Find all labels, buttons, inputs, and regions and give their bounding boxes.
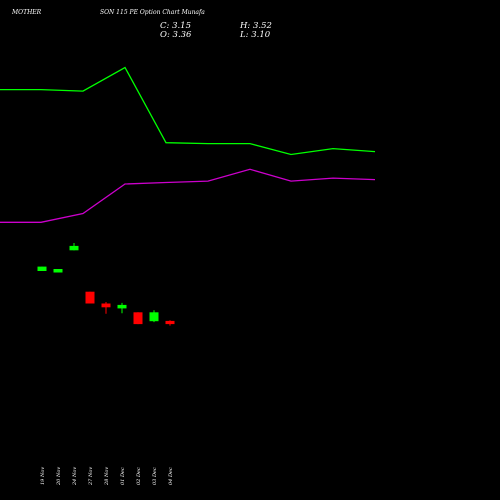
- date-label: 01 Dec: [120, 467, 126, 485]
- open-readout: O: 3.36: [160, 30, 192, 40]
- indicator-line-1: [0, 66, 376, 156]
- candle: [117, 302, 127, 314]
- candle: [133, 312, 143, 325]
- date-label: 28 Nov: [104, 467, 110, 486]
- date-label: 20 Nov: [56, 467, 62, 486]
- candle: [149, 310, 159, 323]
- candle-body: [53, 269, 63, 273]
- close-readout: C: 3.15: [160, 21, 191, 31]
- chart-title-left: MOTHER: [11, 9, 42, 16]
- candle: [69, 243, 79, 251]
- indicator-line-2: [0, 168, 376, 223]
- candle-body: [133, 312, 143, 325]
- chart-title-right: SON 115 PE Option Chart Munafa: [100, 9, 205, 16]
- candles: [37, 243, 175, 326]
- date-label: 27 Nov: [88, 467, 94, 486]
- candle: [165, 320, 175, 326]
- candle-body: [69, 245, 79, 251]
- date-label: 24 Nov: [72, 467, 78, 486]
- candle-body: [85, 291, 95, 304]
- candle-body: [101, 303, 111, 308]
- candle-body: [149, 312, 159, 322]
- date-label: 19 Nov: [40, 467, 46, 485]
- date-label: 04 Dec: [168, 467, 174, 485]
- candle-body: [165, 320, 175, 325]
- candle: [37, 266, 47, 271]
- candle: [101, 302, 111, 314]
- date-axis: 19 Nov 20 Nov 24 Nov 27 Nov 28 Nov 01 Dec 02 D…: [40, 467, 174, 486]
- high-readout: H: 3.52: [239, 21, 272, 31]
- low-readout: L: 3.10: [239, 30, 271, 40]
- candle-body: [37, 266, 47, 271]
- candle: [53, 269, 63, 273]
- candle-body: [117, 304, 127, 309]
- candle: [85, 291, 95, 304]
- date-label: 02 Dec: [136, 467, 142, 485]
- indicator-lines: [0, 66, 376, 223]
- date-label: 03 Dec: [152, 467, 158, 485]
